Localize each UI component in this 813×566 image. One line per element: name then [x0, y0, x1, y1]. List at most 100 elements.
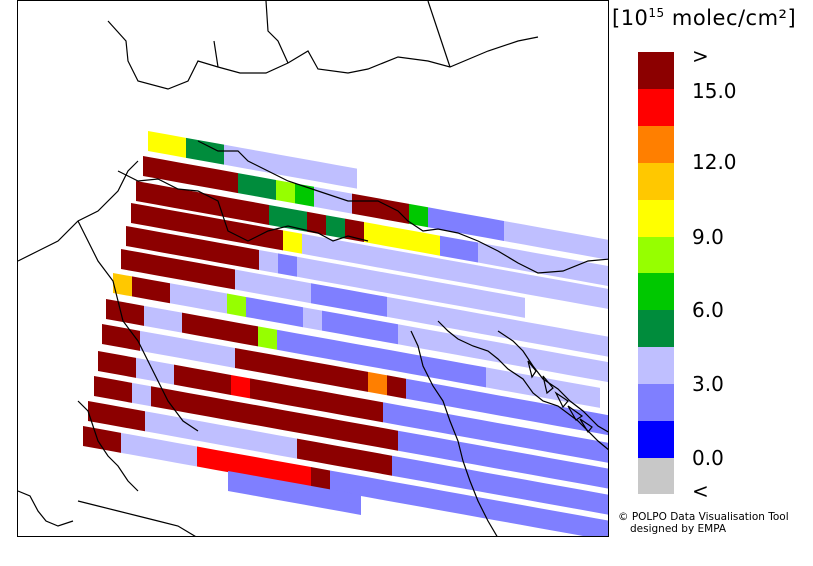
swath-cell	[273, 276, 292, 300]
swath-cell	[94, 376, 113, 400]
swath-cell	[264, 226, 283, 251]
swath-cell	[257, 176, 276, 200]
swath-cell	[311, 283, 330, 307]
swath-cell	[449, 284, 468, 308]
swath-cell	[421, 232, 440, 256]
swath-cell	[243, 148, 262, 172]
swath-cell	[539, 402, 558, 427]
swath-cell	[254, 272, 273, 297]
swath-cell	[478, 419, 497, 443]
swath-cell	[436, 331, 455, 355]
swath-cell	[246, 403, 265, 427]
swath-cell	[238, 173, 257, 197]
swath-cell	[535, 429, 554, 454]
legend-label: <	[692, 479, 709, 503]
swath-cell	[501, 501, 520, 525]
swath-cell	[379, 320, 398, 345]
swath-cell	[531, 454, 550, 479]
swath-cell	[121, 432, 140, 457]
swath-cell	[174, 364, 193, 389]
swath-cell	[193, 191, 212, 215]
swath-cell	[231, 198, 250, 222]
swath-cell	[322, 417, 341, 441]
swath-cell	[276, 179, 295, 204]
swath-cell	[277, 329, 296, 354]
swath-cell	[202, 239, 221, 264]
map-panel[interactable]	[17, 0, 609, 537]
swath-cell	[227, 399, 246, 424]
swath-cell	[333, 190, 352, 214]
island	[554, 391, 569, 409]
swath-cell	[531, 348, 550, 372]
swath-cell	[338, 165, 357, 189]
swath-cell	[544, 483, 563, 507]
swath-cell	[83, 426, 102, 450]
swath-cell	[341, 420, 360, 444]
swath-cell	[539, 324, 558, 348]
legend-swatch	[638, 236, 674, 274]
swath-cell	[220, 319, 239, 343]
swath-cell	[334, 340, 353, 364]
legend-label: 0.0	[692, 446, 724, 470]
swath-cell	[278, 435, 297, 459]
swath-cell	[140, 436, 159, 460]
swath-cell	[140, 252, 159, 276]
swath-cell	[235, 269, 254, 293]
swath-cell	[159, 334, 178, 358]
swath-cell	[353, 343, 372, 367]
swath-cell	[341, 314, 360, 338]
swath-cell	[221, 424, 240, 449]
swath-cell	[182, 312, 201, 337]
swath-cell	[402, 228, 421, 253]
swath-cell	[568, 281, 587, 306]
swath-cell	[126, 226, 145, 250]
swath-cell	[278, 253, 297, 277]
swath-cell	[486, 367, 505, 391]
swath-cell	[524, 374, 543, 398]
swath-cell	[371, 197, 390, 221]
swath-cell	[330, 365, 349, 389]
credit-line-1: © POLPO Data Visualisation Tool	[618, 511, 789, 523]
swath-cell	[113, 379, 132, 403]
coastline	[77, 500, 196, 536]
swath-cell	[523, 224, 542, 248]
swath-cell	[482, 392, 501, 416]
swath-cell	[482, 497, 501, 522]
swath-cell	[155, 184, 174, 208]
border-line	[18, 160, 139, 262]
swath-cell	[430, 280, 449, 305]
swath-cell	[354, 267, 373, 291]
coastline	[497, 330, 608, 433]
swath-cell	[455, 440, 474, 465]
swath-cell	[349, 290, 368, 314]
swath-cell	[319, 161, 338, 186]
swath-cell	[411, 277, 430, 301]
swath-cell	[189, 286, 208, 311]
swath-cell	[174, 187, 193, 212]
swath-cell	[335, 445, 354, 469]
swath-cell	[88, 401, 107, 425]
legend-swatch	[638, 309, 674, 348]
swath-cell	[201, 316, 220, 340]
swath-cell	[202, 421, 221, 445]
swath-cell	[588, 358, 607, 382]
swath-cell	[316, 442, 335, 466]
swath-cell	[126, 407, 145, 432]
swath-cell	[435, 257, 454, 282]
swath-cell	[558, 406, 577, 430]
swath-cell	[444, 490, 463, 515]
swath-cell	[391, 350, 410, 374]
swath-cell	[368, 371, 387, 396]
swath-cell	[406, 300, 425, 324]
swath-cell	[167, 134, 186, 158]
swath-cell	[288, 208, 307, 232]
swath-cell	[383, 402, 402, 426]
swath-cell	[373, 270, 392, 294]
swath-cell	[582, 489, 601, 514]
swath-cell	[520, 399, 539, 423]
swath-cell	[406, 484, 425, 508]
swath-cell	[254, 456, 273, 481]
swath-cell	[181, 162, 200, 187]
swath-cell	[387, 375, 406, 399]
swath-cell	[421, 409, 440, 433]
